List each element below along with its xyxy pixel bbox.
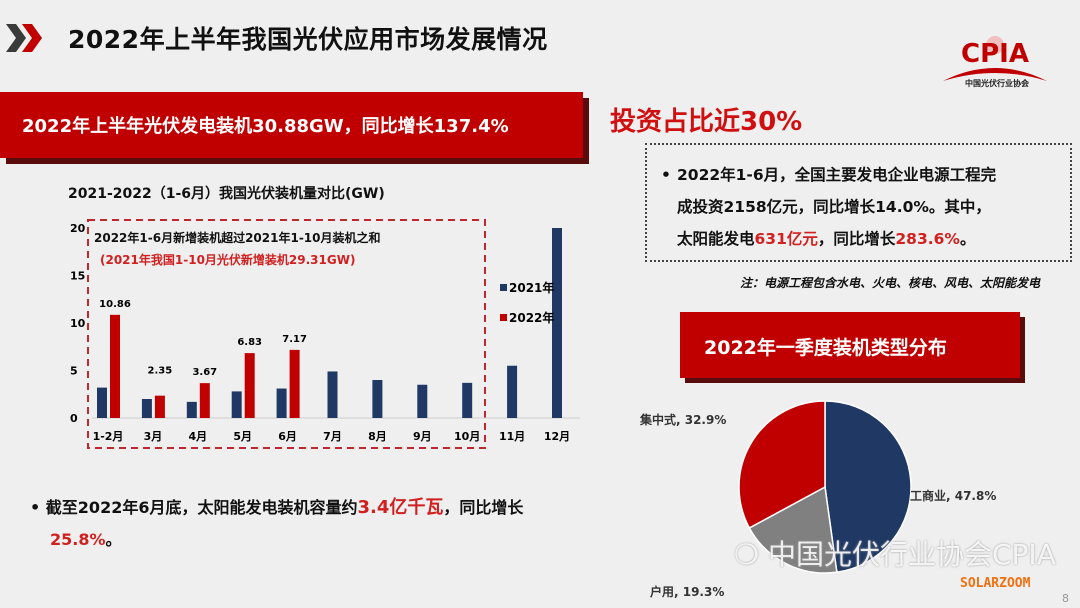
chevron-icon bbox=[6, 24, 42, 52]
svg-text:CPIA: CPIA bbox=[961, 39, 1029, 69]
bar-2022 bbox=[199, 383, 210, 418]
data-label: 6.83 bbox=[237, 337, 262, 348]
pie-slice bbox=[738, 400, 826, 529]
y-tick-label: 0 bbox=[70, 412, 78, 425]
watermark: 中国光伏行业协会CPIA bbox=[768, 538, 1056, 571]
x-tick-label: 7月 bbox=[323, 430, 342, 443]
pie-label: 户用, 19.3% bbox=[650, 584, 724, 599]
legend-label: 2021年 bbox=[509, 280, 554, 295]
x-tick-label: 12月 bbox=[544, 430, 570, 443]
pie-chart: 工商业, 47.8% 户用, 19.3% 集中式, 32.9% bbox=[639, 400, 996, 599]
capacity-bullet: • 截至2022年6月底，太阳能发电装机容量约3.4亿千瓦，同比增长 25.8%。 bbox=[30, 497, 524, 549]
y-tick-label: 20 bbox=[70, 222, 86, 235]
chart-title: 2021-2022（1-6月）我国光伏装机量对比(GW) bbox=[68, 186, 385, 202]
bar-2021 bbox=[327, 371, 338, 418]
bar-2021 bbox=[186, 401, 197, 418]
annotation-box bbox=[87, 219, 486, 449]
annotation-1: 2022年1-6月新增装机超过2021年1-10月装机之和 bbox=[94, 230, 381, 245]
x-tick-label: 3月 bbox=[144, 430, 163, 443]
bar-2021 bbox=[276, 388, 287, 418]
headline-text: 2022年上半年光伏发电装机30.88GW，同比增长137.4% bbox=[22, 116, 509, 137]
invest-line: 2022年1-6月，全国主要发电企业电源工程完 bbox=[677, 166, 997, 184]
x-tick-label: 11月 bbox=[499, 430, 525, 443]
invest-headline: 投资占比近30% bbox=[610, 107, 803, 137]
data-label: 10.86 bbox=[99, 299, 131, 310]
legend-swatch bbox=[500, 314, 507, 321]
pie-title: 2022年一季度装机类型分布 bbox=[704, 337, 947, 359]
bullet-dot: • bbox=[661, 166, 671, 184]
page-number: 8 bbox=[1062, 592, 1069, 605]
pie-label: 集中式, 32.9% bbox=[639, 412, 726, 427]
x-tick-label: 8月 bbox=[368, 430, 387, 443]
pie-slice bbox=[748, 485, 838, 574]
annotation-2: (2021年我国1-10月光伏新增装机29.31GW) bbox=[100, 252, 355, 267]
pie-label: 工商业, 47.8% bbox=[910, 488, 996, 503]
bar-2021 bbox=[372, 380, 383, 418]
legend-swatch bbox=[500, 284, 507, 291]
x-tick-label: 6月 bbox=[278, 430, 297, 443]
data-label: 7.17 bbox=[282, 334, 307, 345]
x-tick-label: 10月 bbox=[454, 430, 480, 443]
bar-2021 bbox=[507, 365, 518, 418]
invest-line: 成投资2158亿元，同比增长14.0%。其中， bbox=[677, 198, 991, 216]
bar-2022 bbox=[289, 349, 300, 418]
bar-2021 bbox=[97, 387, 107, 418]
x-tick-label: 4月 bbox=[188, 430, 207, 443]
bar-2021 bbox=[141, 399, 152, 418]
bar-chart: 2022年1-6月新增装机超过2021年1-10月装机之和 (2021年我国1-… bbox=[70, 219, 580, 449]
wechat-icon: ❍ bbox=[734, 538, 760, 571]
x-tick-label: 1-2月 bbox=[93, 430, 124, 443]
solarzoom-mark: SOLARZOOM bbox=[960, 576, 1031, 591]
legend-label: 2022年 bbox=[509, 310, 554, 325]
bar-2021 bbox=[462, 382, 473, 418]
note: 注：电源工程包含水电、火电、核电、风电、太阳能发电 bbox=[740, 276, 1041, 290]
bar-2021 bbox=[417, 384, 428, 418]
y-tick-label: 10 bbox=[70, 317, 86, 330]
data-label: 2.35 bbox=[148, 366, 173, 377]
bar-2022 bbox=[110, 314, 120, 418]
x-tick-label: 5月 bbox=[233, 430, 252, 443]
y-tick-label: 15 bbox=[70, 270, 85, 283]
pie-banner: 2022年一季度装机类型分布 bbox=[680, 312, 1020, 378]
cpia-logo: CPIA 中国光伏行业协会 bbox=[935, 25, 1055, 95]
data-label: 3.67 bbox=[192, 367, 217, 378]
invest-line: 太阳能发电631亿元，同比增长283.6%。 bbox=[677, 230, 976, 248]
bar-2022 bbox=[154, 395, 165, 418]
x-tick-label: 9月 bbox=[413, 430, 432, 443]
invest-box: • 2022年1-6月，全国主要发电企业电源工程完 成投资2158亿元，同比增长… bbox=[645, 143, 1072, 262]
bar-2021 bbox=[231, 391, 242, 418]
headline-banner: 2022年上半年光伏发电装机30.88GW，同比增长137.4% bbox=[0, 92, 583, 158]
bar-2021 bbox=[552, 228, 562, 418]
pie-slice bbox=[824, 400, 912, 574]
svg-text:中国光伏行业协会: 中国光伏行业协会 bbox=[965, 78, 1029, 88]
bar-2022 bbox=[244, 353, 255, 418]
y-tick-label: 5 bbox=[70, 365, 78, 378]
page-title: 2022年上半年我国光伏应用市场发展情况 bbox=[68, 25, 548, 54]
